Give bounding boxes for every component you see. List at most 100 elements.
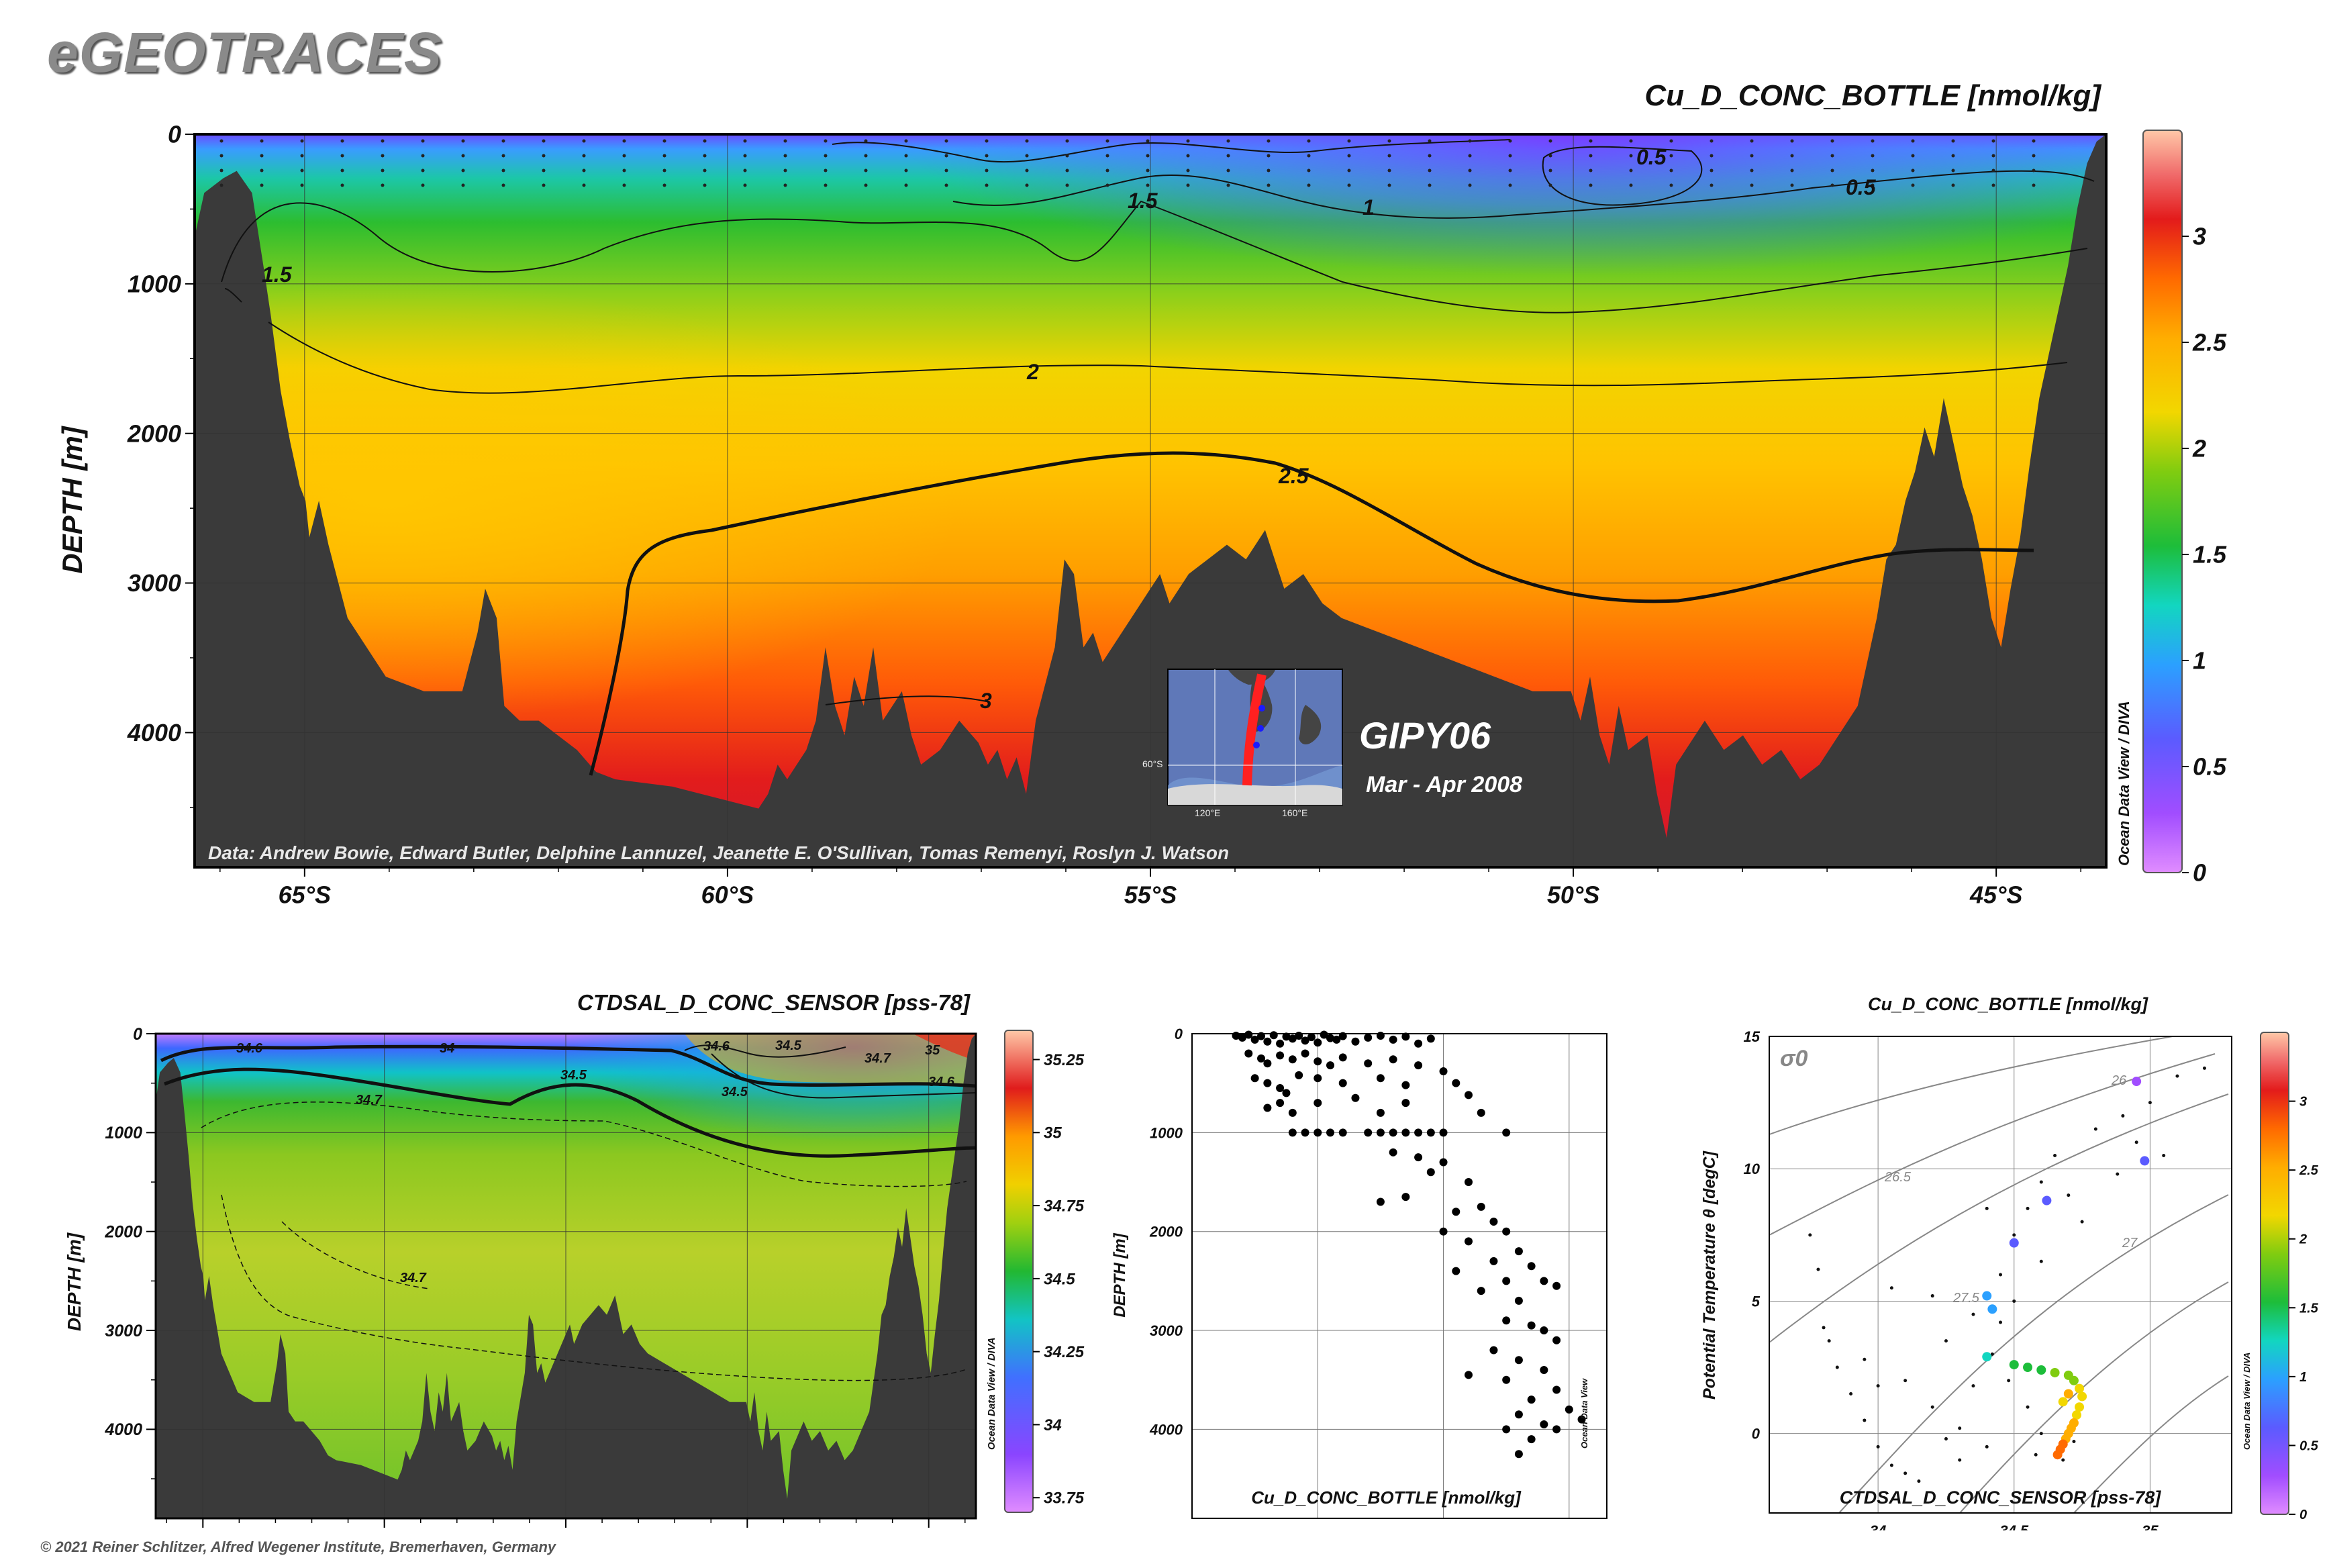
sample-dot xyxy=(1830,168,1834,173)
profile-point xyxy=(1244,1030,1253,1039)
sample-dot xyxy=(1146,183,1150,187)
ts-sigma-label: σ0 xyxy=(1780,1046,1808,1071)
inset-map: 120°E 160°E 60°S xyxy=(1142,669,1343,818)
ts-point-colored xyxy=(2077,1391,2087,1402)
y-tick-label: 1000 xyxy=(1150,1124,1183,1141)
colorbar-tick-label: 0 xyxy=(2193,859,2206,887)
sample-dot xyxy=(542,139,546,143)
x-tick-label: 34.5 xyxy=(1999,1522,2029,1530)
profile-point xyxy=(1414,1128,1423,1137)
sample-dot xyxy=(501,183,505,187)
main-contour-label: 2 xyxy=(1026,360,1039,384)
profile-point xyxy=(1527,1435,1536,1444)
sample-dot xyxy=(1911,139,1915,143)
sample-dot xyxy=(1267,139,1271,143)
sample-dot xyxy=(985,168,989,173)
sample-dot xyxy=(1548,183,1552,187)
y-tick-label: 3000 xyxy=(1150,1322,1183,1339)
sample-dot xyxy=(622,139,626,143)
sample-dot xyxy=(1186,154,1190,158)
sample-dot xyxy=(381,139,385,143)
profile-point xyxy=(1376,1031,1385,1040)
sample-dot xyxy=(1065,139,1069,143)
sample-dot xyxy=(743,139,747,143)
profile-point xyxy=(1282,1089,1291,1097)
sample-dot xyxy=(1428,139,1432,143)
copyright-notice: © 2021 Reiner Schlitzer, Alfred Wegener … xyxy=(40,1538,556,1555)
sample-dot xyxy=(622,183,626,187)
ts-point-colored xyxy=(2075,1383,2085,1393)
ts-point-colored xyxy=(2036,1365,2046,1375)
main-chart-title: Cu_D_CONC_BOTTLE [nmol/kg] xyxy=(1644,79,2101,112)
x-tick-label: 35 xyxy=(2142,1522,2159,1530)
salinity-contour-label: 34.6 xyxy=(236,1041,263,1056)
profile-point xyxy=(1401,1099,1410,1108)
sample-dot xyxy=(340,154,344,158)
profile-x-axis-label: Cu_D_CONC_BOTTLE [nmol/kg] xyxy=(1251,1487,1522,1508)
sample-dot xyxy=(1750,168,1754,173)
profile-point xyxy=(1338,1128,1347,1137)
ts-point-colored xyxy=(2023,1363,2033,1373)
y-tick-label: 2000 xyxy=(1149,1224,1183,1240)
sample-dot xyxy=(864,183,868,187)
ts-point-colored xyxy=(2063,1389,2073,1399)
profile-scatter-chart: 0 1000 2000 3000 4000 0 1 2 3 DEPTH [m] Cu_D_CO… xyxy=(1111,1026,1607,1530)
sample-dot xyxy=(985,139,989,143)
inset-lon-label: 160°E xyxy=(1282,807,1307,818)
ts-point xyxy=(1822,1326,1826,1330)
profile-point xyxy=(1540,1420,1548,1429)
sample-dot xyxy=(1025,168,1029,173)
profile-point xyxy=(1439,1227,1448,1236)
profile-point xyxy=(1376,1108,1385,1117)
ts-colorbar-ticks: 0 0.5 1 1.5 2 2.5 3 xyxy=(2289,1095,2319,1522)
profile-point xyxy=(1465,1237,1473,1246)
sample-dot xyxy=(582,139,586,143)
sample-dot xyxy=(1830,139,1834,143)
profile-point xyxy=(1250,1074,1259,1083)
ts-x-axis-label: CTDSAL_D_CONC_SENSOR [pss-78] xyxy=(1840,1487,2162,1508)
profile-point xyxy=(1244,1049,1253,1058)
sample-dot xyxy=(1468,183,1472,187)
sample-dot xyxy=(1871,168,1875,173)
colorbar-tick-label: 2.5 xyxy=(2299,1163,2319,1178)
salinity-contour-label: 34.5 xyxy=(722,1085,748,1099)
inset-lon-label: 120°E xyxy=(1195,807,1220,818)
sample-dot xyxy=(1428,154,1432,158)
sample-dot xyxy=(864,139,868,143)
profile-point xyxy=(1376,1197,1385,1206)
ts-point xyxy=(1958,1426,1962,1430)
ts-point xyxy=(1999,1320,2002,1324)
ts-point xyxy=(2072,1440,2076,1443)
sample-dot xyxy=(1267,154,1271,158)
sample-dot xyxy=(824,154,828,158)
ts-point xyxy=(2121,1114,2125,1118)
profile-point xyxy=(1364,1033,1373,1042)
y-tick-label: 0 xyxy=(168,121,181,148)
y-tick-label: 3000 xyxy=(105,1322,142,1340)
sample-dot xyxy=(1951,168,1955,173)
profile-point xyxy=(1552,1336,1561,1344)
salinity-colorbar-ticks: 33.75 34 34.25 34.5 34.75 35 35.25 xyxy=(1033,1051,1085,1508)
sample-dot xyxy=(1186,168,1190,173)
sample-dot xyxy=(1669,154,1673,158)
colorbar-tick-label: 35 xyxy=(1044,1124,1062,1142)
ts-point-colored xyxy=(2075,1402,2085,1412)
profile-point xyxy=(1477,1202,1485,1211)
sample-dot xyxy=(662,154,666,158)
profile-point xyxy=(1288,1034,1297,1043)
sample-dot xyxy=(703,168,707,173)
sample-dot xyxy=(219,183,224,187)
ts-point xyxy=(2053,1154,2057,1157)
profile-point xyxy=(1439,1158,1448,1167)
ts-point xyxy=(2134,1140,2138,1144)
inset-station xyxy=(1257,725,1264,732)
profile-point xyxy=(1527,1321,1536,1330)
sample-dot xyxy=(1105,183,1109,187)
colorbar-tick-label: 2.5 xyxy=(2192,329,2227,356)
profile-point xyxy=(1364,1128,1373,1137)
sample-dot xyxy=(1790,168,1794,173)
sample-dot xyxy=(1025,139,1029,143)
sample-dot xyxy=(1911,183,1915,187)
sample-dot xyxy=(1589,154,1593,158)
ts-point-colored xyxy=(2009,1238,2019,1248)
